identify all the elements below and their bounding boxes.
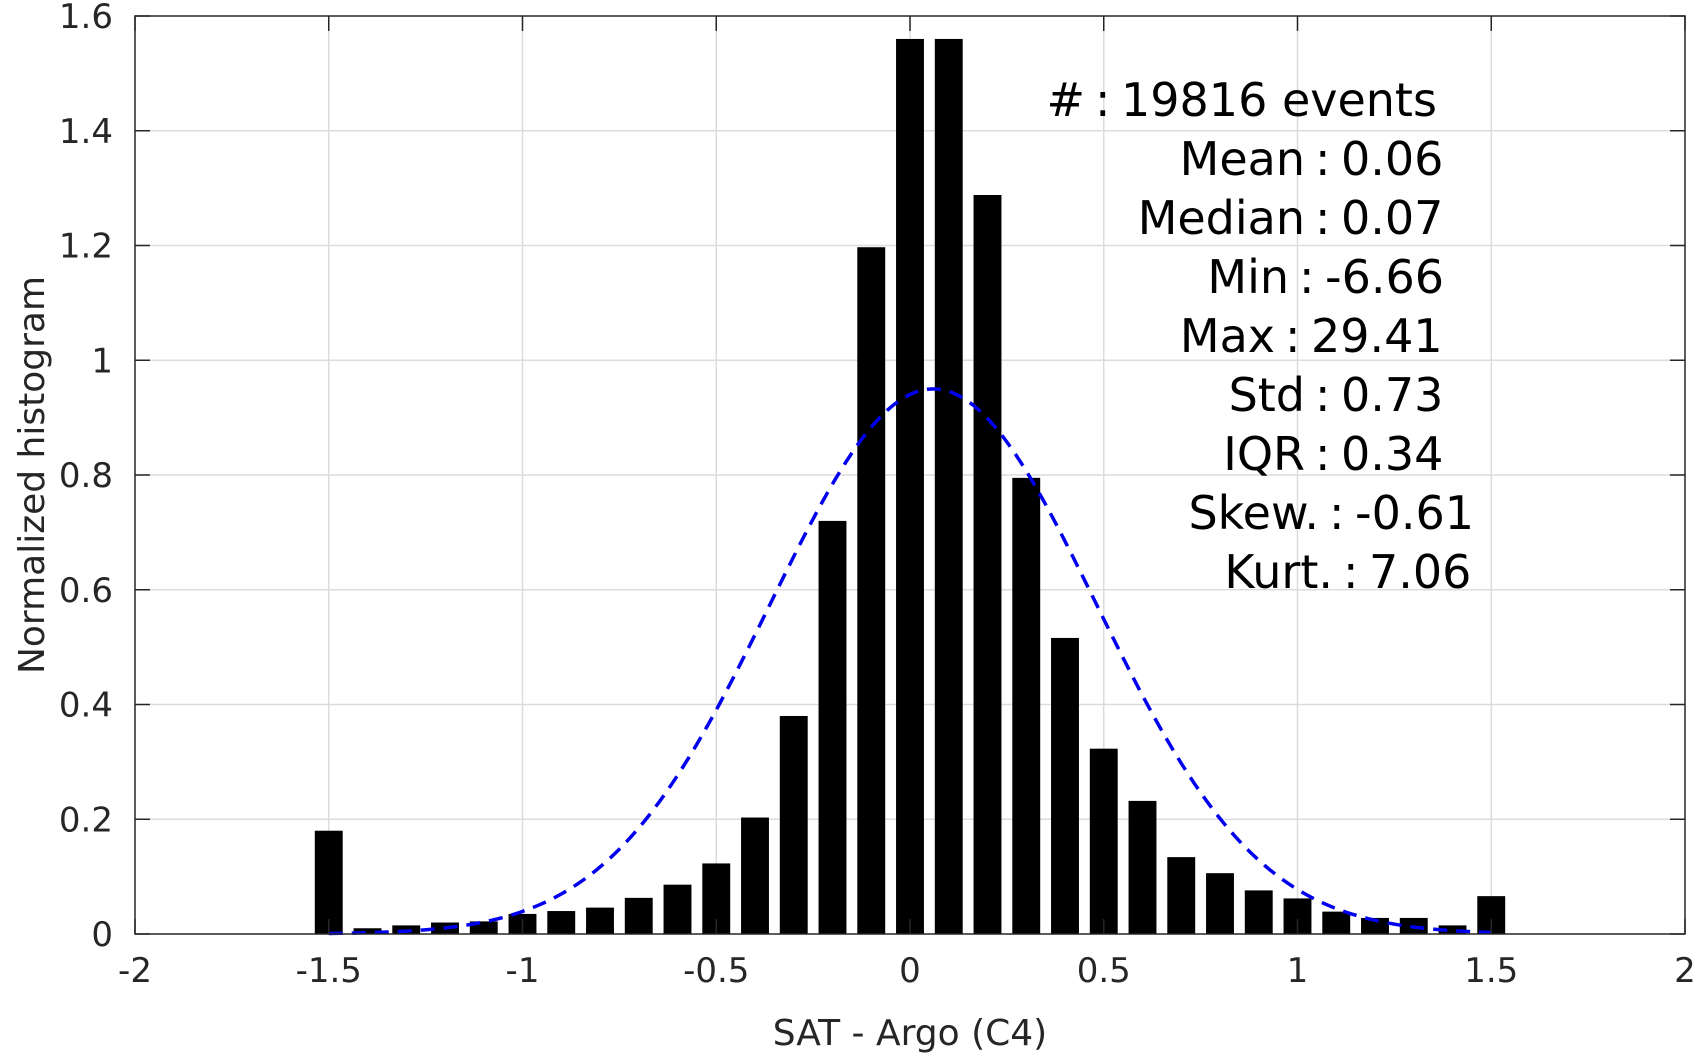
stat-label: Kurt. <box>1224 545 1333 599</box>
histogram-bar <box>624 897 653 934</box>
histogram-bar <box>1167 857 1196 934</box>
x-tick-label: -1 <box>506 951 540 991</box>
histogram-bar <box>779 715 808 934</box>
x-tick-labels: -2 -1.5 -1 -0.5 0 0.5 1 1.5 2 <box>118 951 1696 991</box>
histogram-bars <box>314 38 1506 934</box>
y-tick-label: 1.6 <box>59 0 113 37</box>
stat-separator: : <box>1329 486 1345 540</box>
x-tick-label: -1.5 <box>296 951 362 991</box>
stat-separator: : <box>1299 250 1315 304</box>
x-tick-label: 1 <box>1287 951 1309 991</box>
normal-fit-curve <box>328 387 1492 936</box>
histogram-bar <box>586 907 614 934</box>
x-axis-label: SAT - Argo (C4) <box>773 1013 1047 1054</box>
stat-separator: : <box>1315 191 1331 245</box>
histogram-bar <box>1128 800 1157 934</box>
y-tick-label: 1.4 <box>59 112 113 152</box>
stat-value: 0.34 <box>1341 427 1443 481</box>
histogram-bar <box>1012 477 1041 934</box>
normal-fit-curve-group <box>328 387 1492 936</box>
histogram-bar <box>1244 890 1273 934</box>
stat-separator: : <box>1343 545 1359 599</box>
stat-separator: : <box>1285 309 1301 363</box>
histogram-bar <box>934 38 963 934</box>
y-tick-label: 0.4 <box>59 686 113 726</box>
stat-label: IQR <box>1223 427 1305 481</box>
histogram-bar <box>1361 917 1389 934</box>
stat-value: 0.06 <box>1341 132 1443 186</box>
x-tick-label: 1.5 <box>1464 951 1518 991</box>
x-tick-label: 0 <box>899 951 921 991</box>
stat-label: # <box>1046 73 1085 127</box>
y-axis-label: Normalized histogram <box>12 276 53 674</box>
histogram-bar <box>314 830 343 934</box>
y-tick-label: 1.2 <box>59 227 113 267</box>
histogram-bar <box>1089 748 1118 934</box>
histogram-bar <box>896 38 924 934</box>
histogram-bar <box>353 928 382 934</box>
stat-value: 19816 events <box>1121 73 1437 127</box>
histogram-bar <box>1322 911 1351 934</box>
histogram-bar <box>818 520 847 934</box>
stat-separator: : <box>1315 427 1331 481</box>
histogram-bar <box>973 195 1002 934</box>
histogram-bar <box>857 247 886 934</box>
stat-label: Mean <box>1180 132 1305 186</box>
histogram-bar <box>663 884 692 934</box>
x-tick-label: -2 <box>118 951 152 991</box>
stat-label: Max <box>1180 309 1275 363</box>
stat-separator: : <box>1315 132 1331 186</box>
axes-frame <box>134 15 1686 935</box>
stat-separator: : <box>1095 73 1111 127</box>
histogram-bar <box>547 911 576 934</box>
stat-label: Min <box>1207 250 1289 304</box>
y-tick-label: 1 <box>91 341 113 381</box>
histogram-bar <box>1438 925 1467 934</box>
stat-value: 29.41 <box>1311 309 1443 363</box>
stat-value: 0.07 <box>1341 191 1443 245</box>
stat-value: 7.06 <box>1369 545 1471 599</box>
y-tick-labels: 0 0.2 0.4 0.6 0.8 1 1.2 1.4 1.6 <box>59 0 113 955</box>
stat-label: Std <box>1229 368 1305 422</box>
histogram-bar <box>1206 873 1234 934</box>
histogram-bar <box>741 817 769 934</box>
stat-label: Median <box>1138 191 1305 245</box>
y-tick-label: 0.8 <box>59 456 113 496</box>
histogram-bar <box>1051 637 1079 934</box>
x-tick-label: 0.5 <box>1077 951 1131 991</box>
y-tick-label: 0 <box>91 915 113 955</box>
x-tick-label: -0.5 <box>683 951 749 991</box>
stat-value: 0.73 <box>1341 368 1443 422</box>
y-tick-label: 0.6 <box>59 571 113 611</box>
stat-label: Skew. <box>1188 486 1319 540</box>
x-tick-label: 2 <box>1674 951 1696 991</box>
y-tick-label: 0.2 <box>59 800 113 840</box>
stat-separator: : <box>1315 368 1331 422</box>
stat-value: -0.61 <box>1355 486 1474 540</box>
stat-value: -6.66 <box>1325 250 1444 304</box>
